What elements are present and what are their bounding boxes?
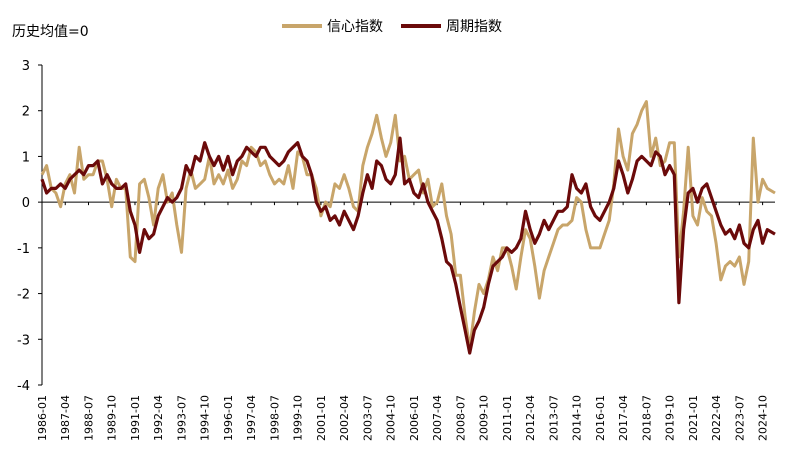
series-line-cycle xyxy=(40,136,776,355)
x-tick-label: 2006-01 xyxy=(408,395,421,441)
x-tick-label: 2011-01 xyxy=(501,395,514,441)
x-tick-label: 2004-10 xyxy=(385,395,398,441)
legend: 信心指数 周期指数 xyxy=(282,19,502,35)
x-tick-label: 2017-04 xyxy=(617,395,630,441)
x-tick-label: 2002-04 xyxy=(338,395,351,441)
x-tick-label: 2008-07 xyxy=(454,395,467,441)
x-tick-label: 1998-07 xyxy=(268,395,281,441)
x-tick-label: 2013-07 xyxy=(547,395,560,441)
x-tick-label: 1992-04 xyxy=(152,395,165,441)
x-tick-label: 1993-07 xyxy=(175,395,188,441)
x-tick-label: 2018-07 xyxy=(640,395,653,441)
x-tick-label: 1996-01 xyxy=(222,395,235,441)
x-tick-label: 2009-10 xyxy=(478,395,491,441)
series-layer xyxy=(40,100,776,355)
y-tick-label: -3 xyxy=(17,333,30,348)
unit-label: 历史均值=0 xyxy=(12,24,89,40)
y-tick-label: -2 xyxy=(17,288,30,303)
x-tick-label: 2021-01 xyxy=(687,395,700,441)
y-tick-label: 1 xyxy=(22,150,30,165)
legend-label-confidence: 信心指数 xyxy=(327,19,383,35)
x-tick-label: 2024-10 xyxy=(757,395,770,441)
x-tick-label: 2019-10 xyxy=(664,395,677,441)
y-tick-label: 2 xyxy=(22,105,30,120)
x-tick-label: 2022-04 xyxy=(710,395,723,441)
x-tick-label: 2012-04 xyxy=(524,395,537,441)
x-tick-label: 1988-07 xyxy=(82,395,95,441)
series-line-confidence xyxy=(40,100,776,350)
x-tick-label: 1997-04 xyxy=(245,395,258,441)
y-axis: 3 2 1 0 -1 -2 -3 -4 xyxy=(17,59,43,394)
x-tick-label: 1986-01 xyxy=(36,395,49,441)
x-tick-label: 2001-01 xyxy=(315,395,328,441)
x-tick-label: 1987-04 xyxy=(59,395,72,441)
x-tick-label: 1991-01 xyxy=(129,395,142,441)
legend-label-cycle: 周期指数 xyxy=(446,19,502,35)
x-tick-label: 1999-10 xyxy=(292,395,305,441)
x-tick-label: 2014-10 xyxy=(571,395,584,441)
y-tick-label: 0 xyxy=(22,196,30,211)
x-tick-label: 2003-07 xyxy=(361,395,374,441)
y-tick-label: 3 xyxy=(22,59,30,74)
x-tick-label: 2007-04 xyxy=(431,395,444,441)
x-tick-label: 1994-10 xyxy=(199,395,212,441)
y-tick-label: -4 xyxy=(17,379,30,394)
x-tick-label: 1989-10 xyxy=(106,395,119,441)
x-tick-label: 2016-01 xyxy=(594,395,607,441)
x-tick-label: 2023-07 xyxy=(733,395,746,441)
y-tick-label: -1 xyxy=(17,242,30,257)
